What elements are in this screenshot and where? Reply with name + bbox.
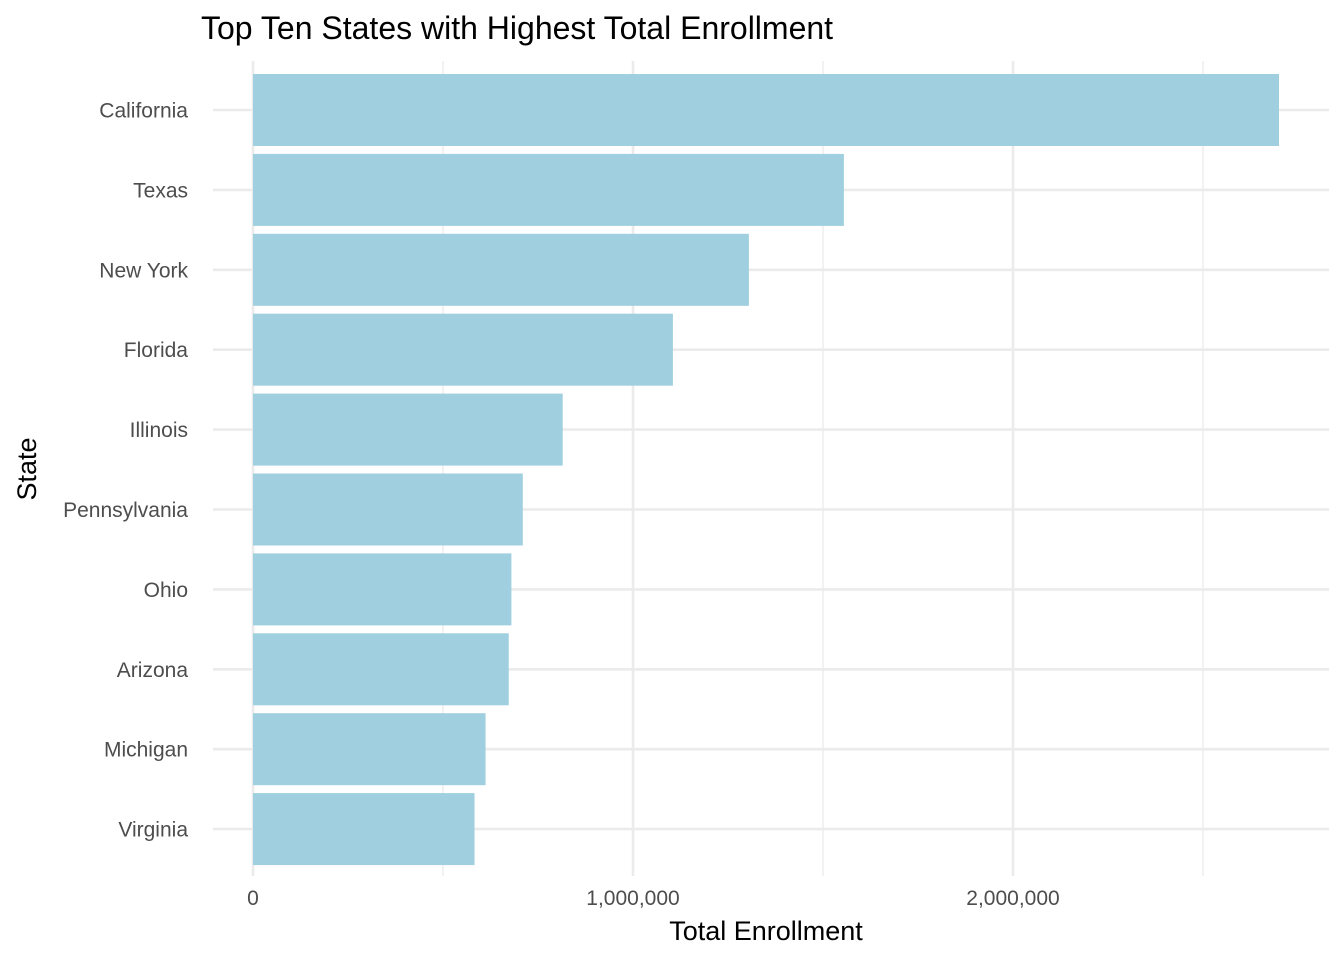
x-tick-label: 1,000,000 (586, 887, 679, 910)
bar-florida (253, 313, 673, 386)
y-tick-label: Texas (133, 179, 188, 202)
x-tick-label: 2,000,000 (966, 887, 1059, 910)
x-axis-tick-labels: 0 1,000,000 2,000,000 (247, 887, 1060, 910)
bar-arizona (253, 633, 509, 706)
chart-title: Top Ten States with Highest Total Enroll… (201, 10, 833, 46)
y-tick-label: Michigan (104, 739, 188, 762)
bars (253, 74, 1279, 866)
y-tick-label: Pennsylvania (63, 499, 188, 522)
x-axis-title: Total Enrollment (669, 916, 863, 946)
bar-michigan (253, 713, 486, 786)
y-tick-label: Florida (124, 339, 189, 362)
y-axis-tick-labels: California Texas New York Florida Illinois Pe… (63, 100, 188, 842)
y-tick-label: New York (99, 259, 188, 282)
bar-virginia (253, 793, 475, 866)
y-tick-label: Virginia (118, 819, 188, 842)
y-axis-title: State (12, 437, 42, 500)
y-tick-label: Illinois (130, 419, 188, 442)
bar-ohio (253, 553, 512, 626)
y-tick-label: Ohio (144, 579, 188, 602)
bar-california (253, 74, 1279, 146)
bar-pennsylvania (253, 473, 523, 546)
bar-illinois (253, 393, 563, 466)
y-tick-label: Arizona (117, 659, 189, 682)
bar-new-york (253, 233, 749, 306)
y-tick-label: California (99, 100, 188, 123)
x-tick-label: 0 (247, 887, 259, 910)
bar-texas (253, 153, 844, 226)
